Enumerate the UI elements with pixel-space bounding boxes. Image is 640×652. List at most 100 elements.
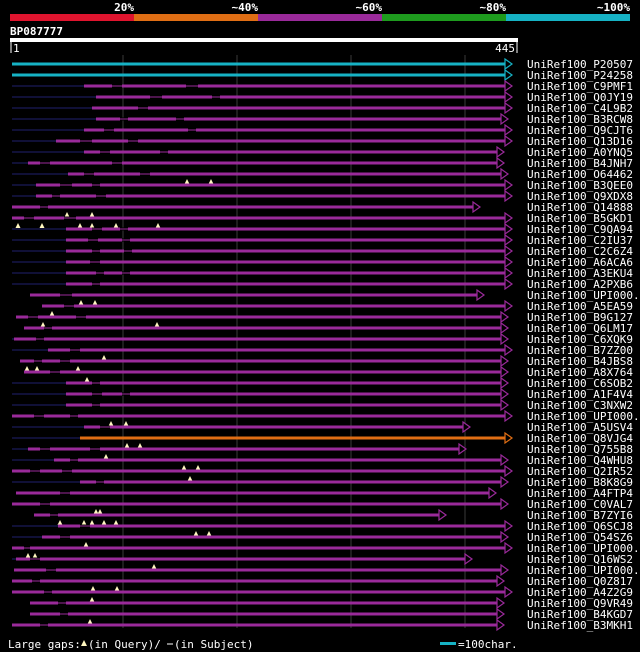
hit-row[interactable]: UniRef100_P20507 <box>12 57 633 71</box>
hit-label[interactable]: UniRef100_Q6SCJ8 <box>527 520 633 533</box>
hit-label[interactable]: UniRef100_A6ACA6 <box>527 256 633 269</box>
hit-row[interactable]: UniRef100_Q2IR52 <box>12 464 633 481</box>
hit-row[interactable]: UniRef100_C2C6Z4 <box>12 244 633 258</box>
hit-label[interactable]: UniRef100_P24258 <box>527 69 633 82</box>
hit-label[interactable]: UniRef100_B3QEE0 <box>527 179 633 192</box>
hit-row[interactable]: UniRef100_Q6LM17 <box>24 321 633 335</box>
hit-label[interactable]: UniRef100_Q54SZ6 <box>527 531 633 544</box>
hit-label[interactable]: UniRef100_C2C6Z4 <box>527 245 633 258</box>
hit-label[interactable]: UniRef100_C2IU37 <box>527 234 633 247</box>
hit-row[interactable]: UniRef100_C3NXW2 <box>12 398 633 412</box>
hit-row[interactable]: UniRef100_A3EKU4 <box>12 266 633 280</box>
hit-row[interactable]: UniRef100_Q54SZ6 <box>12 530 633 547</box>
hit-label[interactable]: UniRef100_A5EA59 <box>527 300 633 313</box>
hit-row[interactable]: UniRef100_UPI000... <box>12 409 640 426</box>
hit-label[interactable]: UniRef100_Q2IR52 <box>527 465 633 478</box>
hit-label[interactable]: UniRef100_UPI000... <box>527 289 640 302</box>
hit-row[interactable]: UniRef100_B4KGD7 <box>30 607 633 624</box>
hit-row[interactable]: UniRef100_B7ZZ00 <box>12 343 633 360</box>
hit-row[interactable]: UniRef100_Q0Z817 <box>12 574 633 591</box>
hit-row[interactable]: UniRef100_B5GKD1 <box>12 211 633 228</box>
hit-row[interactable]: UniRef100_C0VAL7 <box>12 497 633 514</box>
hit-label[interactable]: UniRef100_B3RCW8 <box>527 113 633 126</box>
hit-label[interactable]: UniRef100_C9PMF1 <box>527 80 633 93</box>
hit-row[interactable]: UniRef100_A5USV4 <box>12 420 633 434</box>
hit-label[interactable]: UniRef100_C0VAL7 <box>527 498 633 511</box>
hit-row[interactable]: UniRef100_Q6SCJ8 <box>12 519 633 536</box>
hit-row[interactable]: UniRef100_B4JBS8 <box>20 354 633 371</box>
hit-row[interactable]: UniRef100_B9G127 <box>16 310 633 327</box>
hit-label[interactable]: UniRef100_UPI000... <box>527 542 640 555</box>
hit-label[interactable]: UniRef100_B7ZYI6 <box>527 509 633 522</box>
hit-row[interactable]: UniRef100_B3QEE0 <box>12 178 633 192</box>
hit-label[interactable]: UniRef100_A1F4V4 <box>527 388 633 401</box>
hit-label[interactable]: UniRef100_B9G127 <box>527 311 633 324</box>
hit-label[interactable]: UniRef100_UPI000... <box>527 410 640 423</box>
hit-label[interactable]: UniRef100_B7ZZ00 <box>527 344 633 357</box>
hit-label[interactable]: UniRef100_B5GKD1 <box>527 212 633 225</box>
hit-row[interactable]: UniRef100_Q9VR49 <box>30 596 633 610</box>
hit-label[interactable]: UniRef100_Q9CJT6 <box>527 124 633 137</box>
hit-row[interactable]: UniRef100_B7ZYI6 <box>34 508 633 525</box>
hit-label[interactable]: UniRef100_A4Z2G9 <box>527 586 633 599</box>
hit-label[interactable]: UniRef100_Q6LM17 <box>527 322 633 335</box>
hit-label[interactable]: UniRef100_C4L9B2 <box>527 102 633 115</box>
hit-label[interactable]: UniRef100_A5USV4 <box>527 421 633 434</box>
hit-label[interactable]: UniRef100_Q0Z817 <box>527 575 633 588</box>
hit-row[interactable]: UniRef100_B3MKH1 <box>12 618 633 632</box>
hit-row[interactable]: UniRef100_UPI000... <box>30 288 640 305</box>
hit-row[interactable]: UniRef100_B3RCW8 <box>12 112 633 126</box>
hit-label[interactable]: UniRef100_Q755B8 <box>527 443 633 456</box>
hit-label[interactable]: UniRef100_C6XQK9 <box>527 333 633 346</box>
hit-row[interactable]: UniRef100_A4Z2G9 <box>12 585 633 602</box>
hit-row[interactable]: UniRef100_Q4WHU8 <box>12 453 633 470</box>
hit-row[interactable]: UniRef100_A1F4V4 <box>12 387 633 401</box>
hit-label[interactable]: UniRef100_A0YNQ5 <box>527 146 633 159</box>
hit-row[interactable]: UniRef100_A2PXB6 <box>12 277 633 291</box>
hit-label[interactable]: UniRef100_Q14888 <box>527 201 633 214</box>
hit-row[interactable]: UniRef100_Q14888 <box>12 200 633 217</box>
hit-label[interactable]: UniRef100_Q16WS2 <box>527 553 633 566</box>
hit-row[interactable]: UniRef100_A6ACA6 <box>12 255 633 269</box>
hit-row[interactable]: UniRef100_A5EA59 <box>42 299 633 316</box>
hit-row[interactable]: UniRef100_C2IU37 <box>12 233 633 247</box>
hit-row[interactable]: UniRef100_Q9XDX8 <box>12 189 633 203</box>
hit-label[interactable]: UniRef100_Q0JY19 <box>527 91 633 104</box>
hit-row[interactable]: UniRef100_P24258 <box>12 68 633 82</box>
hit-label[interactable]: UniRef100_Q13D16 <box>527 135 633 148</box>
hit-row[interactable]: UniRef100_A0YNQ5 <box>12 145 633 159</box>
hit-row[interactable]: UniRef100_C6XQK9 <box>12 332 633 346</box>
hit-label[interactable]: UniRef100_Q8VJG4 <box>527 432 633 445</box>
hit-row[interactable]: UniRef100_C6SOB2 <box>12 376 633 390</box>
hit-label[interactable]: UniRef100_Q9XDX8 <box>527 190 633 203</box>
hit-row[interactable]: UniRef100_C4L9B2 <box>12 101 633 115</box>
hit-row[interactable]: UniRef100_UPI000... <box>14 563 640 577</box>
hit-row[interactable]: UniRef100_C9PMF1 <box>12 79 633 93</box>
hit-label[interactable]: UniRef100_A8X764 <box>527 366 633 379</box>
hit-label[interactable]: UniRef100_A4FTP4 <box>527 487 633 500</box>
hit-row[interactable]: UniRef100_B4JNH7 <box>12 156 633 170</box>
hit-row[interactable]: UniRef100_Q8VJG4 <box>12 431 633 448</box>
hit-row[interactable]: UniRef100_Q16WS2 <box>12 552 633 569</box>
hit-label[interactable]: UniRef100_UPI000... <box>527 564 640 577</box>
hit-row[interactable]: UniRef100_Q755B8 <box>12 442 633 459</box>
hit-row[interactable]: UniRef100_C9QA94 <box>12 222 633 236</box>
hit-label[interactable]: UniRef100_A2PXB6 <box>527 278 633 291</box>
hit-label[interactable]: UniRef100_C6SOB2 <box>527 377 633 390</box>
hit-row[interactable]: UniRef100_Q0JY19 <box>12 90 633 104</box>
hit-row[interactable]: UniRef100_Q9CJT6 <box>12 123 633 137</box>
hit-row[interactable]: UniRef100_B8K8G9 <box>12 475 633 489</box>
hit-label[interactable]: UniRef100_O64462 <box>527 168 633 181</box>
hit-row[interactable]: UniRef100_A4FTP4 <box>16 486 633 500</box>
hit-label[interactable]: UniRef100_P20507 <box>527 58 633 71</box>
hit-row[interactable]: UniRef100_O64462 <box>12 167 633 184</box>
hit-row[interactable]: UniRef100_Q13D16 <box>12 134 633 148</box>
hit-label[interactable]: UniRef100_C9QA94 <box>527 223 633 236</box>
hit-label[interactable]: UniRef100_C3NXW2 <box>527 399 633 412</box>
hit-label[interactable]: UniRef100_B4JBS8 <box>527 355 633 368</box>
hit-label[interactable]: UniRef100_Q9VR49 <box>527 597 633 610</box>
hit-label[interactable]: UniRef100_B3MKH1 <box>527 619 633 632</box>
hit-label[interactable]: UniRef100_B8K8G9 <box>527 476 633 489</box>
hit-label[interactable]: UniRef100_Q4WHU8 <box>527 454 633 467</box>
hit-row[interactable]: UniRef100_UPI000... <box>12 541 640 558</box>
